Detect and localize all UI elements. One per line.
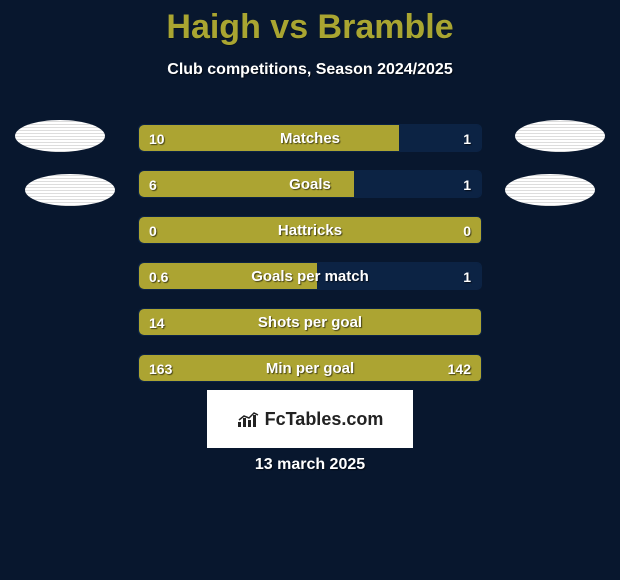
- stat-row: 101Matches: [138, 124, 482, 152]
- avatar-right-1: [515, 120, 605, 152]
- avatar-left-1: [15, 120, 105, 152]
- stat-label: Goals: [139, 171, 481, 197]
- stat-row: 0.61Goals per match: [138, 262, 482, 290]
- page-subtitle: Club competitions, Season 2024/2025: [0, 61, 620, 79]
- logo-text: FcTables.com: [265, 409, 384, 430]
- stat-row: 61Goals: [138, 170, 482, 198]
- logo-box: FcTables.com: [207, 390, 413, 448]
- avatar-right-2: [505, 174, 595, 206]
- stat-label: Hattricks: [139, 217, 481, 243]
- stat-label: Goals per match: [139, 263, 481, 289]
- stat-row: 00Hattricks: [138, 216, 482, 244]
- stat-row: 14Shots per goal: [138, 308, 482, 336]
- stat-row: 163142Min per goal: [138, 354, 482, 382]
- stat-label: Shots per goal: [139, 309, 481, 335]
- avatar-left-2: [25, 174, 115, 206]
- stat-label: Matches: [139, 125, 481, 151]
- chart-icon: [237, 410, 261, 428]
- page-title: Haigh vs Bramble: [0, 0, 620, 47]
- stat-label: Min per goal: [139, 355, 481, 381]
- date-text: 13 march 2025: [0, 456, 620, 474]
- stats-container: 101Matches 61Goals 00Hattricks 0.61Goals pe…: [138, 124, 482, 400]
